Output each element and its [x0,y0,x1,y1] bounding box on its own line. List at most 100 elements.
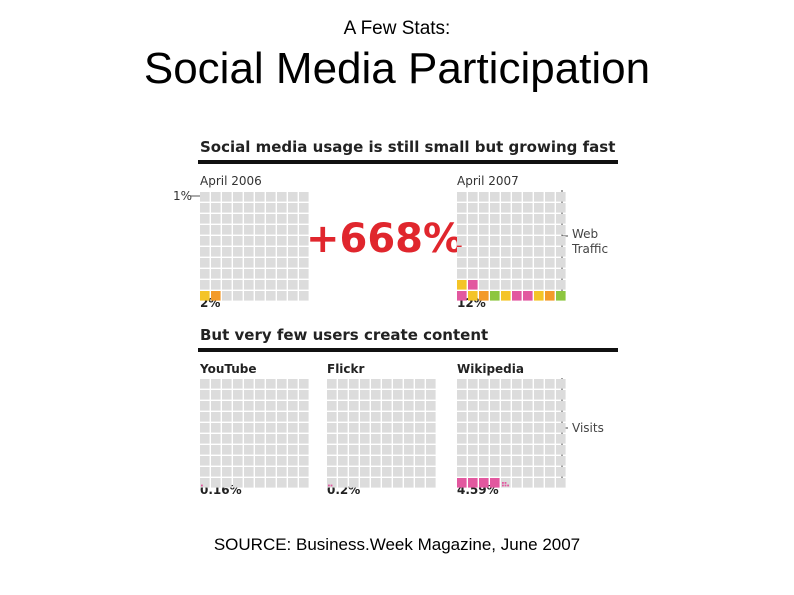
waffle-cell [393,412,403,422]
waffle-cell [222,225,232,235]
waffle-cell [393,434,403,444]
waffle-cell [211,203,221,213]
waffle-cell [404,467,414,477]
waffle-cell [393,456,403,466]
waffle-cell [501,247,511,257]
waffle-cell [415,390,425,400]
waffle-partial-dot [504,484,507,487]
waffle-cell [415,379,425,389]
waffle-cell [490,280,500,290]
waffle-cell [490,379,500,389]
waffle-cell-partial [502,482,509,487]
waffle-cell [457,258,467,268]
waffle-cell [523,423,533,433]
waffle-cell [468,467,478,477]
waffle-cell [501,192,511,202]
slide-subtitle: A Few Stats: [343,18,451,39]
waffle-cell [266,379,276,389]
waffle-cell [288,401,298,411]
waffle-cell [211,247,221,257]
waffle-cell [244,423,254,433]
waffle-cell [360,379,370,389]
waffle-partial-dot [504,482,507,484]
waffle-cell [244,236,254,246]
waffle-cell [501,423,511,433]
waffle-cell [233,214,243,224]
waffle-cell [512,258,522,268]
waffle-cell [545,467,555,477]
panel-label-youtube: YouTube [199,362,257,376]
waffle-cell [457,203,467,213]
waffle-cell [479,247,489,257]
waffle-cell [233,247,243,257]
waffle-cell [545,280,555,290]
waffle-cell [244,456,254,466]
waffle-cell [233,291,243,301]
waffle-cell [266,401,276,411]
waffle-cell [233,258,243,268]
waffle-cell [479,390,489,400]
waffle-cell [349,445,359,455]
waffle-cell [244,401,254,411]
waffle-cell [277,467,287,477]
waffle-cell-filled [468,280,478,290]
waffle-cell [382,412,392,422]
waffle-cell [382,456,392,466]
waffle-cell [382,445,392,455]
waffle-cell [545,192,555,202]
waffle-cell [479,269,489,279]
waffle-cell [299,192,309,202]
waffle-cell [299,456,309,466]
waffle-cell [490,269,500,279]
waffle-cell [244,214,254,224]
waffle-cell [233,280,243,290]
waffle-cell [534,192,544,202]
waffle-cell [266,214,276,224]
waffle-cell [288,445,298,455]
waffle-cell [490,236,500,246]
waffle-cell [233,401,243,411]
figure-rule-top [198,160,618,164]
waffle-cell [556,390,566,400]
waffle-cell [490,434,500,444]
waffle-cell [534,280,544,290]
waffle-cell [534,412,544,422]
waffle-cell [501,456,511,466]
waffle-cell [233,467,243,477]
waffle-cell [556,192,566,202]
waffle-cell [222,478,232,488]
waffle-cell [211,445,221,455]
waffle-cell [426,434,436,444]
waffle-cell-filled [457,280,467,290]
waffle-cell [545,247,555,257]
waffle-cell [233,225,243,235]
waffle-cell [512,456,522,466]
waffle-cell [360,467,370,477]
waffle-cell [299,390,309,400]
waffle-cell [266,269,276,279]
waffle-cell [457,445,467,455]
waffle-cell [556,214,566,224]
waffle-cell [534,258,544,268]
waffle-cell [255,401,265,411]
waffle-cell [512,434,522,444]
waffle-cell [371,456,381,466]
waffle-cell [556,412,566,422]
waffle-cell [490,203,500,213]
waffle-cell [457,434,467,444]
waffle-cell-filled [479,291,489,301]
waffle-cell [501,379,511,389]
waffle-cell [211,423,221,433]
waffle-cell [468,203,478,213]
waffle-cell [415,412,425,422]
waffle-cell [200,423,210,433]
waffle-cell [556,445,566,455]
waffle-cell [327,445,337,455]
waffle-cell [255,291,265,301]
waffle-cell [288,280,298,290]
waffle-cell [360,390,370,400]
waffle-cell [468,401,478,411]
waffle-cell [545,412,555,422]
waffle-cell [288,412,298,422]
waffle-cell [266,423,276,433]
